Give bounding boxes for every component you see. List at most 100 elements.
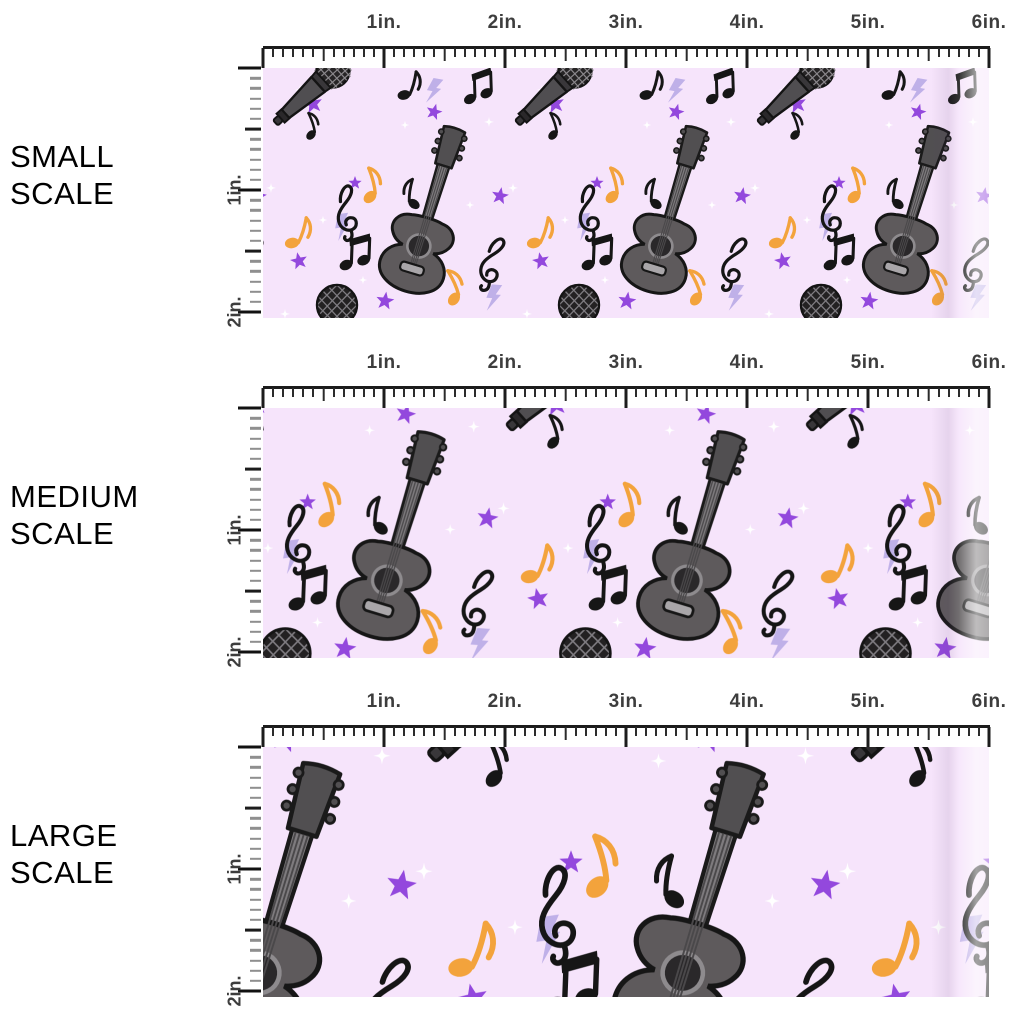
- ruler-tick: [624, 48, 628, 68]
- ruler-tick: [332, 48, 335, 57]
- ruler-tick: [947, 388, 950, 397]
- ruler-tick: [705, 727, 708, 736]
- ruler-tick: [245, 928, 261, 932]
- ruler-tick: [614, 388, 617, 397]
- ruler-tick: [282, 48, 285, 57]
- ruler-tick: [413, 727, 416, 736]
- ruler-tick: [250, 447, 261, 450]
- ruler-tick: [977, 388, 980, 397]
- ruler-tick: [250, 959, 261, 962]
- ruler-tick: [675, 388, 678, 397]
- ruler-tick: [250, 219, 261, 222]
- ruler-baseline: [263, 725, 990, 728]
- ruler-tick: [483, 48, 486, 57]
- ruler-tick: [245, 127, 261, 131]
- ruler-tick: [250, 209, 261, 212]
- ruler-tick: [594, 727, 597, 736]
- ruler-tick: [866, 48, 870, 68]
- fabric-pattern-svg: [263, 747, 989, 997]
- ruler-tick: [250, 76, 261, 80]
- ruler-inch-label: 6in.: [971, 12, 1007, 33]
- scale-label-line1: MEDIUM: [10, 479, 139, 514]
- fabric-pattern-svg: [263, 68, 989, 318]
- ruler-tick: [534, 388, 537, 397]
- ruler-tick: [238, 650, 261, 654]
- ruler-tick: [433, 727, 436, 736]
- ruler-tick: [250, 229, 261, 232]
- ruler-tick: [705, 388, 708, 397]
- ruler-tick: [443, 388, 446, 401]
- ruler-tick: [937, 388, 940, 397]
- ruler-tick: [250, 518, 261, 522]
- ruler-tick: [250, 755, 261, 759]
- ruler-tick: [554, 388, 557, 397]
- ruler-tick: [272, 48, 275, 57]
- vertical-ruler: 1in. 2in.: [225, 745, 263, 1007]
- ruler-tick: [250, 280, 261, 283]
- ruler-tick: [806, 727, 809, 740]
- ruler-tick: [927, 388, 930, 401]
- ruler-tick: [554, 727, 557, 736]
- ruler-tick: [245, 467, 261, 471]
- ruler-tick: [544, 727, 547, 736]
- ruler-tick: [624, 727, 628, 747]
- ruler-tick: [685, 388, 688, 401]
- ruler-tick: [473, 727, 476, 736]
- ruler-tick: [238, 406, 261, 410]
- ruler-tick: [806, 48, 809, 61]
- ruler-tick: [957, 388, 960, 397]
- ruler-tick: [382, 727, 386, 747]
- ruler-tick: [776, 727, 779, 736]
- horizontal-ruler: 1in. 2in. 3in. 4in. 5in. 6in.: [261, 679, 1006, 747]
- ruler-tick: [238, 745, 261, 749]
- ruler-tick: [342, 48, 345, 57]
- ruler-tick: [403, 727, 406, 736]
- ruler-tick: [917, 727, 920, 736]
- ruler-tick: [250, 178, 261, 182]
- ruler-inch-label: 1in.: [224, 514, 245, 546]
- ruler-inch-label: 5in.: [850, 691, 886, 712]
- ruler-tick: [514, 727, 517, 736]
- section-large-scale: LARGE SCALE 1in. 2in. 3in. 4in. 5in. 6in. 1in…: [0, 679, 1024, 1009]
- ruler-tick: [250, 620, 261, 623]
- ruler-tick: [514, 48, 517, 57]
- ruler-tick: [665, 388, 668, 397]
- section-small-scale: SMALL SCALE 1in. 2in. 3in. 4in. 5in. 6in. 1in…: [0, 0, 1024, 330]
- ruler-tick: [372, 48, 375, 57]
- ruler-tick: [877, 48, 880, 57]
- ruler-tick: [715, 48, 718, 57]
- ruler-tick: [937, 727, 940, 736]
- ruler-inch-label: 1in.: [224, 853, 245, 885]
- ruler-tick: [967, 727, 970, 736]
- ruler-tick: [695, 388, 698, 397]
- ruler-tick: [826, 388, 829, 397]
- ruler-tick: [564, 727, 567, 740]
- ruler-tick: [272, 727, 275, 736]
- horizontal-ruler-ticks: [261, 388, 991, 410]
- ruler-tick: [715, 727, 718, 736]
- ruler-tick: [250, 416, 261, 420]
- ruler-tick: [292, 48, 295, 57]
- ruler-inch-label: 2in.: [487, 12, 523, 33]
- ruler-tick: [250, 857, 261, 861]
- ruler-tick: [776, 48, 779, 57]
- ruler-tick: [403, 48, 406, 57]
- ruler-inch-label: 3in.: [608, 352, 644, 373]
- scale-label-medium: MEDIUM SCALE: [10, 478, 139, 552]
- ruler-tick: [907, 727, 910, 736]
- ruler-tick: [393, 727, 396, 736]
- ruler-tick: [967, 388, 970, 397]
- ruler-tick: [604, 388, 607, 397]
- ruler-tick: [574, 48, 577, 57]
- ruler-tick: [282, 388, 285, 397]
- ruler-tick: [393, 388, 396, 397]
- ruler-inch-label: 4in.: [729, 12, 765, 33]
- ruler-tick: [332, 388, 335, 397]
- ruler-tick: [897, 388, 900, 397]
- scale-label-line2: SCALE: [10, 176, 115, 211]
- ruler-tick: [705, 48, 708, 57]
- ruler-tick: [887, 388, 890, 397]
- ruler-tick: [238, 528, 261, 532]
- ruler-tick: [907, 48, 910, 57]
- ruler-tick: [250, 776, 261, 779]
